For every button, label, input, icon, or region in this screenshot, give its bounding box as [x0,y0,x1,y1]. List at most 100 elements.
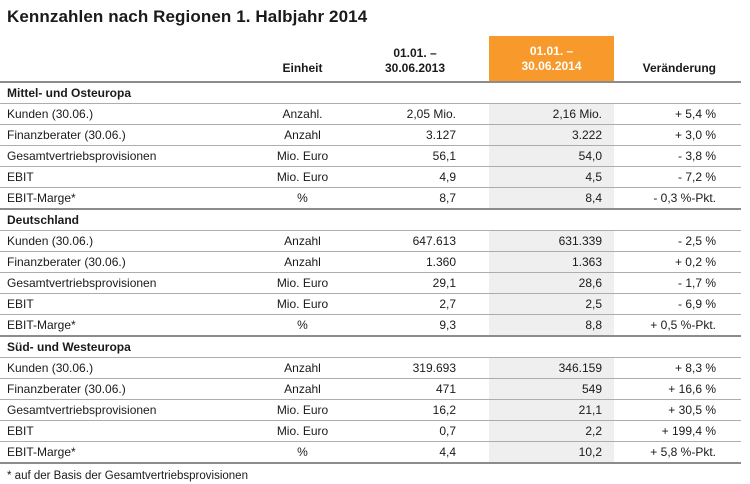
row-label: Finanzberater (30.06.) [7,128,126,142]
value-2013-cell: 2,05 Mio. [406,107,456,121]
unit-cell: Mio. Euro [276,149,329,163]
table-row: Kunden (30.06.) Anzahl 647.613 631.339 -… [0,230,741,251]
value-2013-cell: 29,1 [432,276,456,290]
table-row: Gesamtvertriebsprovisionen Mio. Euro 29,… [0,272,741,293]
unit-cell: Mio. Euro [276,297,329,311]
change-cell: - 2,5 % [677,234,716,248]
table-row: EBIT-Marge* % 8,7 8,4 - 0,3 %-Pkt. [0,187,741,208]
header-2014-line2: 30.06.2014 [521,58,582,73]
value-2013-cell: 2,7 [439,297,456,311]
change-cell: - 6,9 % [677,297,716,311]
value-2013-cell: 4,4 [439,445,456,459]
footnote: * auf der Basis der Gesamtvertriebsprovi… [7,470,248,482]
value-2014-cell: 2,5 [489,294,614,314]
table-row: Finanzberater (30.06.) Anzahl 3.127 3.22… [0,124,741,145]
unit-cell: Mio. Euro [276,170,329,184]
header-2013-line2: 30.06.2013 [384,61,446,75]
change-cell: + 3,0 % [674,128,716,142]
value-2013-cell: 9,3 [439,318,456,332]
value-2013-cell: 1.360 [425,255,456,269]
table-row: EBIT Mio. Euro 4,9 4,5 - 7,2 % [0,166,741,187]
value-2014-cell: 21,1 [489,400,614,420]
change-cell: + 8,3 % [674,361,716,375]
table-header-row: Einheit 01.01. – 30.06.2013 01.01. – 30.… [0,36,741,81]
change-cell: + 199,4 % [661,424,716,438]
value-2014-cell: 54,0 [489,146,614,166]
section-name: Süd- und Westeuropa [7,340,131,354]
value-2014-cell: 2,2 [489,421,614,441]
row-label: Finanzberater (30.06.) [7,255,126,269]
unit-cell: Mio. Euro [276,276,329,290]
unit-cell: % [297,191,308,205]
unit-cell: % [297,318,308,332]
row-label: EBIT [7,424,34,438]
value-2013-cell: 8,7 [439,191,456,205]
unit-cell: Anzahl [284,361,321,375]
value-2013-cell: 16,2 [432,403,456,417]
change-cell: + 0,5 %-Pkt. [650,318,716,332]
value-2014-cell: 8,8 [489,315,614,335]
row-label: Gesamtvertriebsprovisionen [7,403,157,417]
table-row: EBIT-Marge* % 9,3 8,8 + 0,5 %-Pkt. [0,314,741,335]
section-name: Deutschland [7,213,80,227]
unit-cell: % [297,445,308,459]
row-label: Gesamtvertriebsprovisionen [7,149,157,163]
change-cell: + 5,8 %-Pkt. [650,445,716,459]
row-label: Kunden (30.06.) [7,107,94,121]
unit-cell: Anzahl [284,255,321,269]
value-2014-cell: 4,5 [489,167,614,187]
change-cell: + 30,5 % [668,403,716,417]
header-2013-line1: 01.01. – [393,46,437,60]
row-label: EBIT [7,170,34,184]
table-row: Kunden (30.06.) Anzahl 319.693 346.159 +… [0,357,741,378]
value-2014-cell: 346.159 [489,358,614,378]
value-2014-cell: 8,4 [489,188,614,208]
header-einheit-label: Einheit [282,61,323,75]
value-2014-cell: 3.222 [489,125,614,145]
unit-cell: Mio. Euro [276,424,329,438]
change-cell: - 1,7 % [677,276,716,290]
header-2014-line1: 01.01. – [529,43,574,58]
header-einheit: Einheit [240,36,365,81]
value-2013-cell: 56,1 [432,149,456,163]
row-label: EBIT-Marge* [7,191,76,205]
value-2014-cell: 631.339 [489,231,614,251]
table-row: EBIT Mio. Euro 2,7 2,5 - 6,9 % [0,293,741,314]
change-cell: + 0,2 % [674,255,716,269]
unit-cell: Anzahl. [282,107,323,121]
value-2013-cell: 0,7 [439,424,456,438]
header-spacer [0,36,240,81]
change-cell: + 16,6 % [668,382,716,396]
section-name: Mittel- und Osteuropa [7,86,131,100]
value-2013-cell: 4,9 [439,170,456,184]
change-cell: + 5,4 % [674,107,716,121]
table-row: Finanzberater (30.06.) Anzahl 1.360 1.36… [0,251,741,272]
unit-cell: Anzahl [284,234,321,248]
header-veraenderung: Veränderung [614,36,741,81]
header-period-2013: 01.01. – 30.06.2013 [365,36,489,81]
table-row: Gesamtvertriebsprovisionen Mio. Euro 16,… [0,399,741,420]
row-label: EBIT-Marge* [7,445,76,459]
row-label: Kunden (30.06.) [7,234,94,248]
table-row: Finanzberater (30.06.) Anzahl 471 549 + … [0,378,741,399]
page-title: Kennzahlen nach Regionen 1. Halbjahr 201… [7,7,368,26]
value-2013-cell: 319.693 [412,361,456,375]
change-cell: - 3,8 % [677,149,716,163]
unit-cell: Mio. Euro [276,403,329,417]
value-2013-cell: 471 [435,382,456,396]
value-2013-cell: 3.127 [425,128,456,142]
value-2014-cell: 2,16 Mio. [489,104,614,124]
value-2014-cell: 1.363 [489,252,614,272]
section-header-row: Deutschland [0,208,741,230]
unit-cell: Anzahl [284,382,321,396]
section-header-row: Süd- und Westeuropa [0,335,741,357]
value-2014-cell: 28,6 [489,273,614,293]
value-2014-cell: 10,2 [489,442,614,462]
value-2014-cell: 549 [489,379,614,399]
row-label: Kunden (30.06.) [7,361,94,375]
header-veraenderung-label: Veränderung [642,61,716,75]
header-period-2014-highlight: 01.01. – 30.06.2014 [489,36,614,81]
kennzahlen-table: Einheit 01.01. – 30.06.2013 01.01. – 30.… [0,36,741,464]
row-label: Gesamtvertriebsprovisionen [7,276,157,290]
